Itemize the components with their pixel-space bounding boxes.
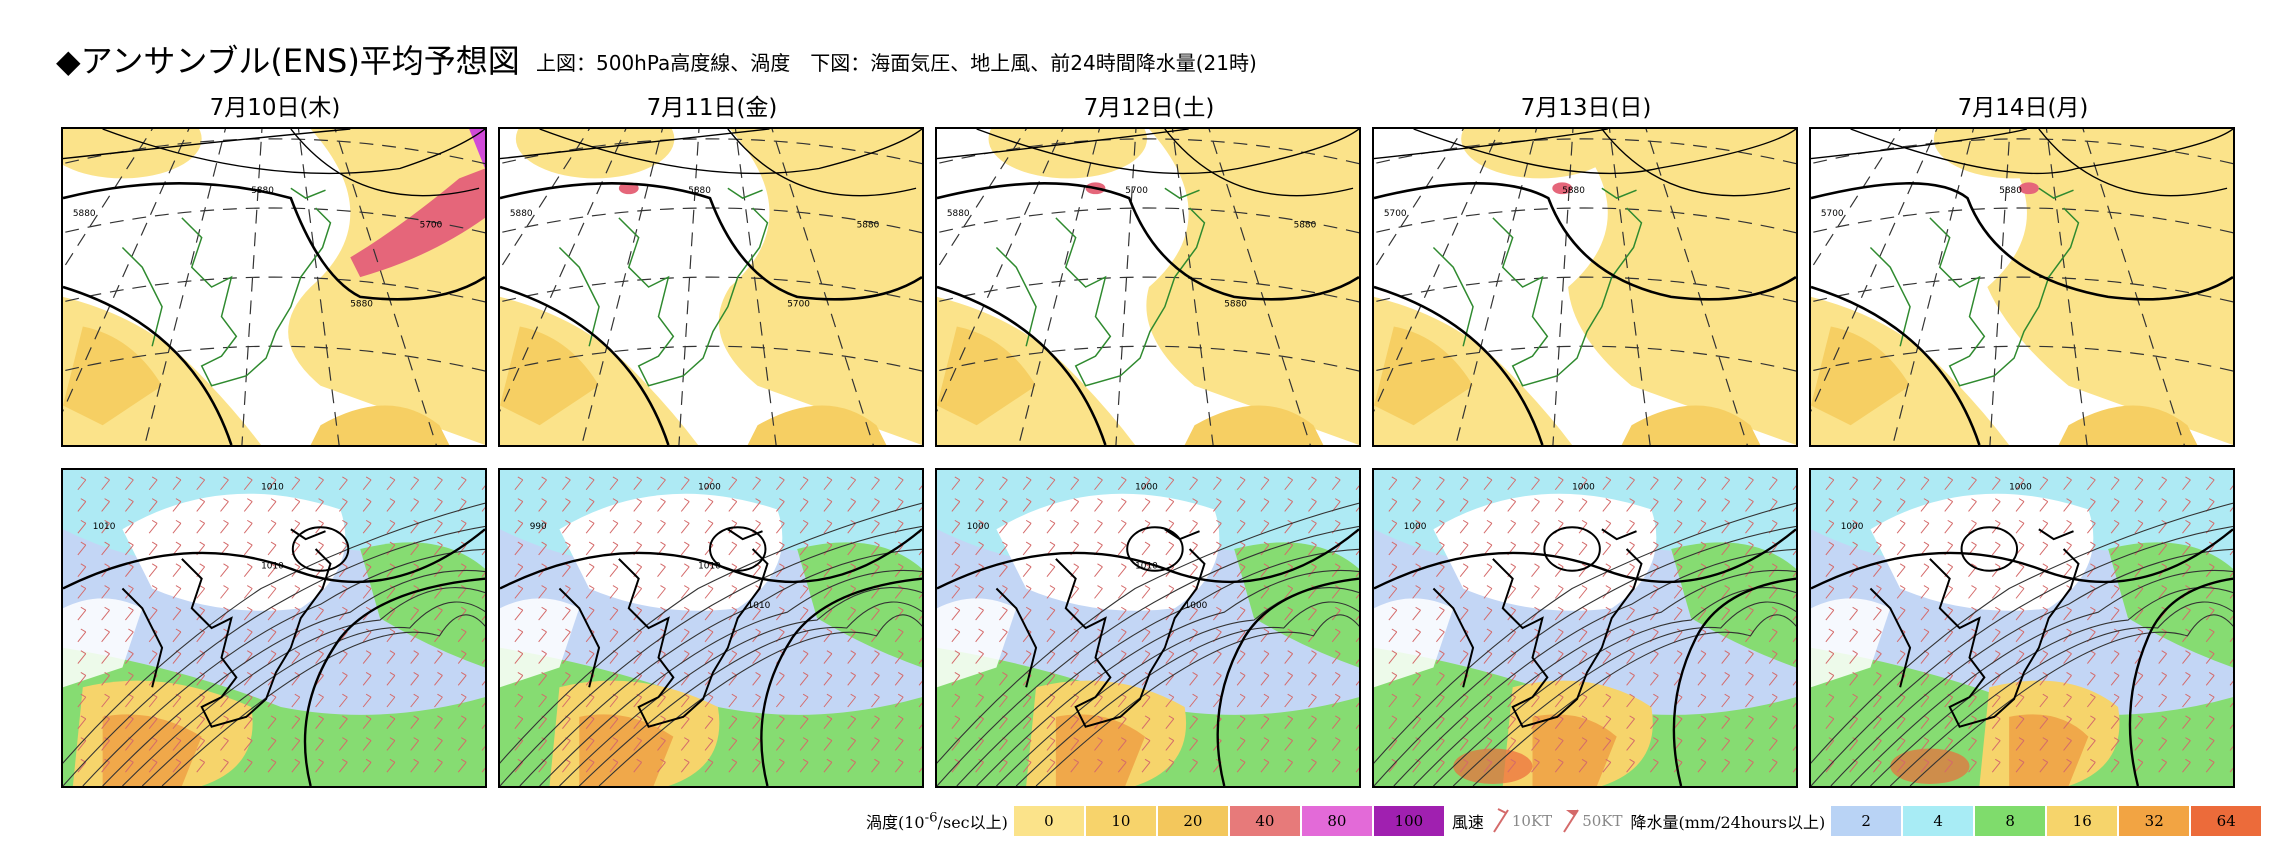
date-label-2: 7月11日(金) xyxy=(646,95,778,121)
upper-map-day-2: 5880 5880 5700 5880 xyxy=(498,127,924,447)
wind-legend-label: 風速 xyxy=(1451,813,1484,832)
upper-map-day-5: 5700 5880 xyxy=(1809,127,2235,447)
isobar-label: 1000 xyxy=(1135,483,1158,493)
isobar-label: 990 xyxy=(530,522,547,532)
upper-map-day-3: 5880 5700 5880 5880 xyxy=(935,127,1361,447)
upper-map-day-4: 5700 5880 xyxy=(1372,127,1798,447)
vorticity-swatch: 0 xyxy=(1013,806,1084,836)
vorticity-swatch: 100 xyxy=(1373,806,1444,836)
isobar-label: 1010 xyxy=(698,562,721,572)
contour-label: 5880 xyxy=(1562,186,1585,196)
isobar-label: 1000 xyxy=(1404,522,1427,532)
precip-swatch: 4 xyxy=(1903,806,1974,836)
page-subtitle: 上図：500hPa高度線、渦度 下図：海面気圧、地上風、前24時間降水量(21時… xyxy=(536,51,1257,75)
precip-swatch: 64 xyxy=(2191,806,2262,836)
contour-label: 5700 xyxy=(787,300,810,310)
lower-map-day-5: 1000 1000 xyxy=(1809,468,2235,788)
contour-label: 5880 xyxy=(857,221,880,231)
isobar-label: 1010 xyxy=(261,562,284,572)
contour-label: 5880 xyxy=(1224,300,1247,310)
upper-map-day-1: 5880 5880 5880 5700 xyxy=(61,127,487,447)
vorticity-swatch: 40 xyxy=(1229,806,1300,836)
precip-swatch: 16 xyxy=(2047,806,2118,836)
lower-map-day-2: 1000 990 1010 1010 xyxy=(498,468,924,788)
contour-label: 5880 xyxy=(73,209,96,219)
wind-barb-50kt-icon: 50KT xyxy=(1560,808,1623,834)
precip-swatch: 32 xyxy=(2119,806,2190,836)
contour-label: 5700 xyxy=(1821,209,1844,219)
isobar-label: 1000 xyxy=(698,483,721,493)
contour-label: 5880 xyxy=(1999,186,2022,196)
lower-map-day-4: 1000 1000 xyxy=(1372,468,1798,788)
isobar-label: 1000 xyxy=(1841,522,1864,532)
legend: 渦度(10-6/sec以上) 0 10 20 40 80 100 風速 10KT 50KT… xyxy=(866,806,2263,836)
lower-map-day-1: 1010 1010 1010 xyxy=(61,468,487,788)
vorticity-legend-label: 渦度(10-6/sec以上) xyxy=(866,810,1008,832)
contour-label: 5880 xyxy=(947,209,970,219)
date-label-3: 7月12日(土) xyxy=(1083,95,1215,121)
lower-map-day-3: 1000 1000 1010 1000 xyxy=(935,468,1361,788)
contour-label: 5880 xyxy=(350,300,373,310)
date-label-5: 7月14日(月) xyxy=(1957,95,2089,121)
contour-label: 5880 xyxy=(1294,221,1317,231)
vorticity-swatch: 20 xyxy=(1157,806,1228,836)
vorticity-swatch: 10 xyxy=(1085,806,1156,836)
vorticity-swatch: 80 xyxy=(1301,806,1372,836)
contour-label: 5880 xyxy=(251,186,274,196)
isobar-label: 1010 xyxy=(1135,562,1158,572)
contour-label: 5880 xyxy=(510,209,533,219)
isobar-label: 1000 xyxy=(2009,483,2032,493)
contour-label: 5700 xyxy=(420,221,443,231)
precip-swatch: 8 xyxy=(1975,806,2046,836)
date-label-1: 7月10日(木) xyxy=(209,95,341,121)
isobar-label: 1000 xyxy=(1572,483,1595,493)
wind-barb-10kt-icon: 10KT xyxy=(1490,808,1552,834)
contour-label: 5880 xyxy=(688,186,711,196)
date-label-4: 7月13日(日) xyxy=(1520,95,1652,121)
page-title: ◆アンサンブル(ENS)平均予想図 xyxy=(56,42,520,80)
precip-legend-label: 降水量(mm/24hours以上) xyxy=(1630,813,1826,832)
contour-label: 5700 xyxy=(1384,209,1407,219)
contour-label: 5700 xyxy=(1125,186,1148,196)
isobar-label: 1010 xyxy=(261,483,284,493)
precip-swatch: 2 xyxy=(1831,806,1902,836)
isobar-label: 1000 xyxy=(967,522,990,532)
isobar-label: 1010 xyxy=(748,601,771,611)
isobar-label: 1000 xyxy=(1185,601,1208,611)
isobar-label: 1010 xyxy=(93,522,116,532)
